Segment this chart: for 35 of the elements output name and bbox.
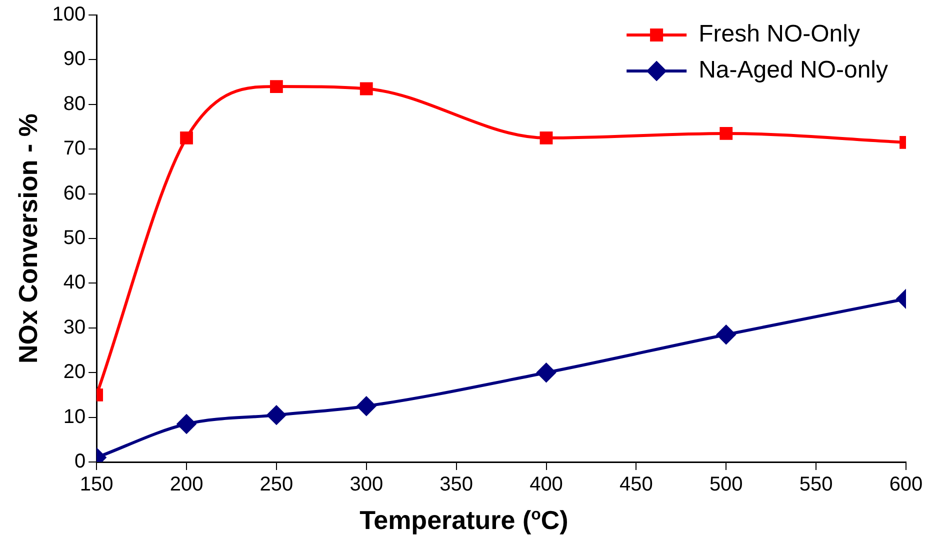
y-tick-label: 80 [63,92,86,115]
point [180,131,193,144]
point [356,396,376,416]
point [540,131,553,144]
point [266,406,286,425]
x-tick-label: 500 [709,474,743,496]
x-tick-label: 600 [889,474,923,496]
y-tick-label: 20 [63,361,86,384]
y-tick-label: 70 [63,138,86,160]
y-tick-label: 50 [63,227,86,250]
x-axis-title: Temperature ($^{o}$C) [358,505,570,536]
y-axis-title: NOx Conversion - % [12,114,43,364]
x-tick-label: 200 [170,474,204,496]
y-tick-label: 40 [63,272,86,294]
legend-label: Na-Aged NO-only [698,56,888,84]
point [716,325,736,344]
y-tick-label: 60 [63,182,86,204]
x-tick-label: 450 [620,474,653,496]
x-tick-label: 550 [799,474,833,496]
y-tick-label: 90 [63,48,86,70]
y-tick-label: 0 [74,450,86,473]
x-tick-label: 150 [80,474,114,496]
y-tick-label: 30 [63,316,86,338]
x-tick-label: 250 [260,474,294,496]
point [536,363,556,382]
x-tick-label: 300 [350,474,384,496]
legend-label: Fresh NO-Only [698,20,860,48]
point [177,414,196,434]
y-tick-label: 10 [63,406,86,428]
point [270,80,283,93]
x-tick-label: 350 [440,474,474,496]
x-tick-label: 400 [530,474,563,496]
point [720,127,733,140]
y-tick-label: 100 [52,4,86,26]
point [360,82,373,96]
